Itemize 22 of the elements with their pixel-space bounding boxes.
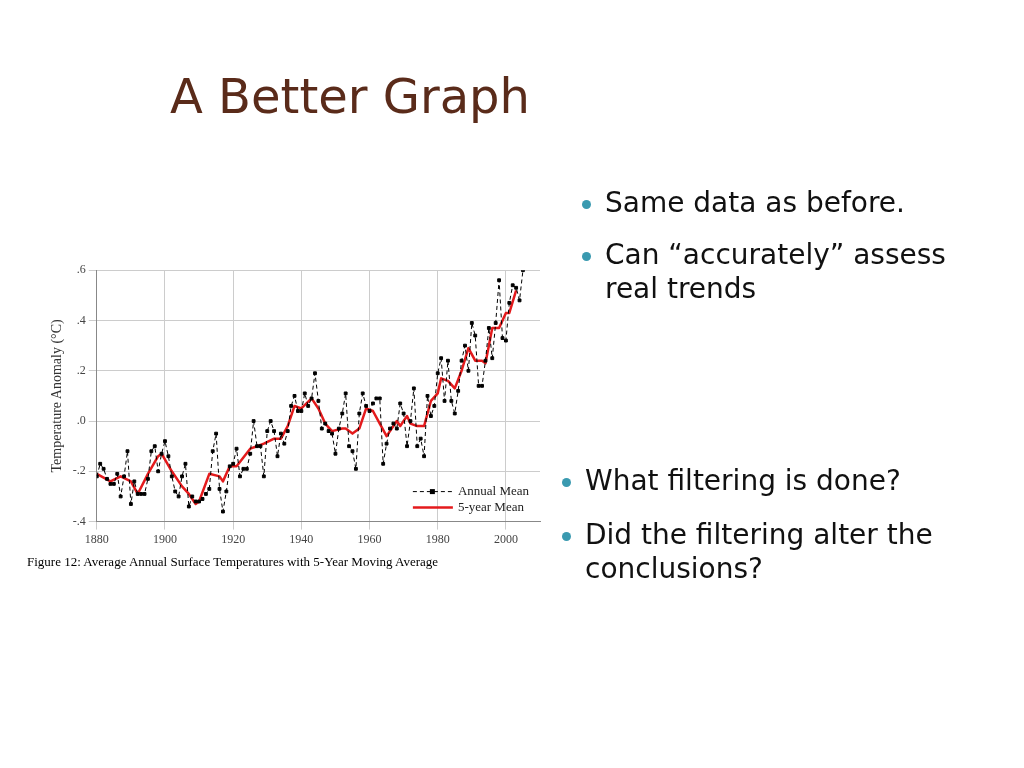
y-tick-label: .0	[76, 413, 86, 428]
text: Did the filtering alter the conclusions?	[585, 518, 934, 586]
caption: Figure 12: Average Annual Surface Temperatures with 5-Year Moving Average	[27, 554, 439, 570]
text: Same data as before.	[605, 186, 905, 220]
chart-title: A Better Graph	[170, 68, 530, 124]
text: What filtering is done?	[585, 464, 901, 498]
y-tick-label: .6	[76, 262, 86, 277]
text: Can “accurately” assess real trends	[605, 238, 947, 306]
x-tick-label: 2000	[493, 531, 518, 546]
y-tick-label: .2	[76, 362, 86, 377]
x-tick-label: 1980	[425, 531, 450, 546]
y-tick-label: .4	[76, 312, 86, 327]
x-tick-label: 1900	[152, 531, 177, 546]
legend-label: Annual Mean	[457, 483, 530, 499]
x-tick-label: 1940	[289, 531, 314, 546]
legend-label: 5-year Mean	[457, 499, 525, 515]
x-tick-label: 1960	[357, 531, 382, 546]
x-tick-label: 1880	[84, 531, 109, 546]
y-tick-label: -.2	[72, 463, 86, 478]
y-axis-title: Temperature Anomaly (°C)	[49, 319, 66, 473]
y-tick-label: -.4	[72, 513, 86, 528]
x-tick-label: 1920	[221, 531, 246, 546]
